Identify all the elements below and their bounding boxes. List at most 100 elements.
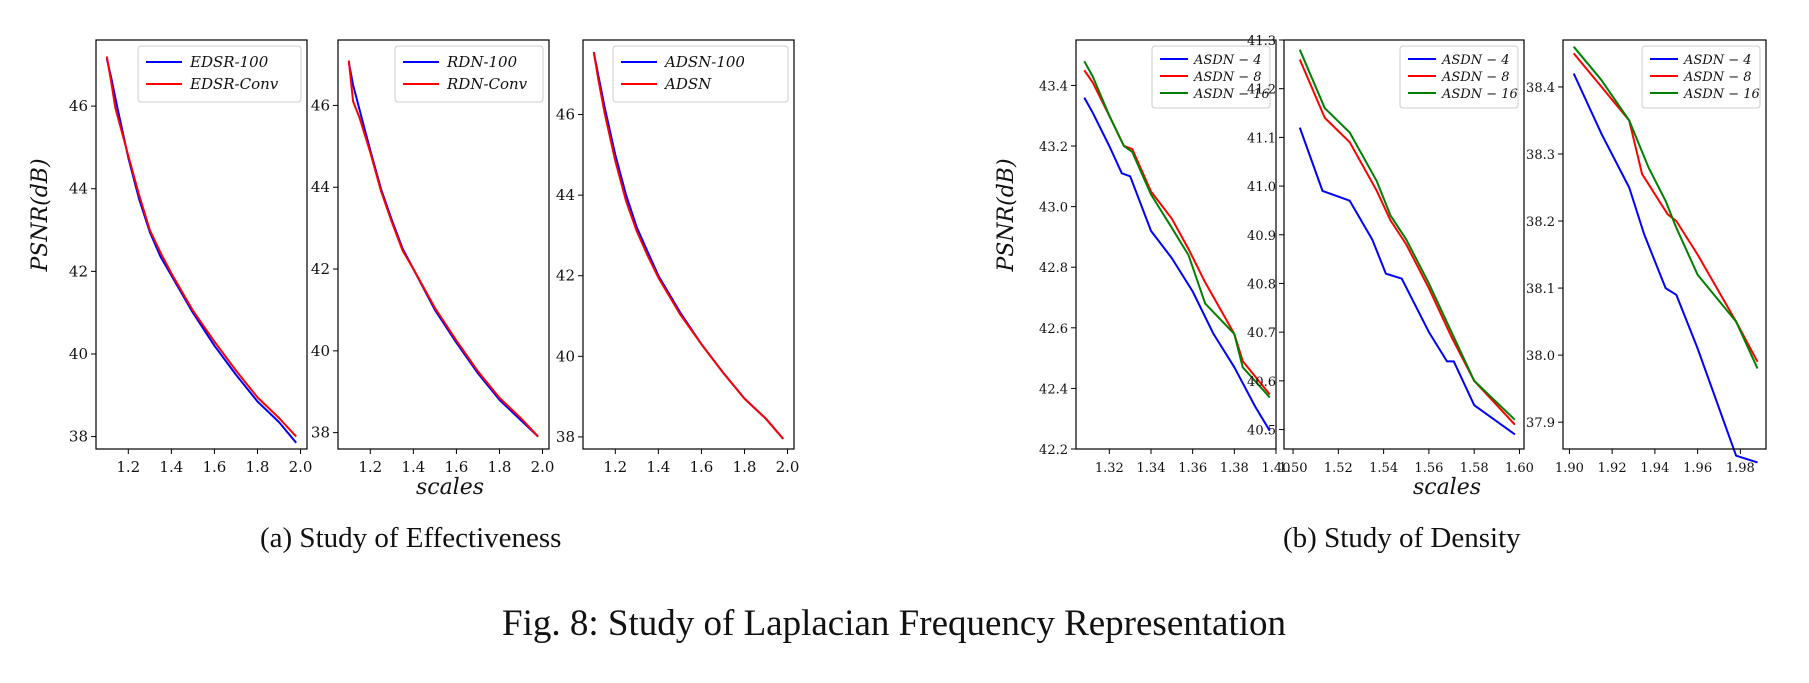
chart-a2-ytick-label: 46: [311, 96, 330, 114]
chart-b1: 1.32 1.34 1.36 1.38 1.40 42.2 42.4 42.6 42.8 43.0…: [1039, 39, 1291, 476]
xlabel-effectiveness: scales: [416, 475, 484, 500]
chart-b1-xtick-label: 1.40: [1262, 461, 1291, 476]
chart-b2-ytick-label: 40.7: [1247, 326, 1276, 341]
chart-b3-ytick-label: 38.0: [1526, 349, 1555, 364]
chart-b2-xtick-label: 1.54: [1369, 461, 1398, 476]
chart-a3-xtick-label: 1.2: [603, 458, 627, 476]
chart-b2: 1.50 1.52 1.54 1.56 1.58 1.60 40.5 40.6 40.7 40.8…: [1247, 34, 1534, 476]
chart-a3-series-0-line: [592, 51, 784, 440]
chart-a2: 1.2 1.4 1.6 1.8 2.0 38 40 42 44 46 RDN-100 RDN-Conv: [311, 39, 555, 476]
chart-a1-series-1-line: [105, 56, 297, 438]
chart-a2-legend-label: RDN-100: [446, 53, 518, 71]
xlabel-density: scales: [1413, 475, 1481, 500]
chart-b3-series-1-line: [1572, 52, 1759, 363]
chart-a1-axes-frame: [95, 39, 308, 450]
chart-b3-legend: ASDN − 4 ASDN − 8 ASDN − 16: [1641, 45, 1761, 109]
chart-b3-xtick-label: 1.90: [1555, 461, 1584, 476]
chart-b1-ytick-label: 43.4: [1039, 79, 1068, 94]
chart-b2-xtick-label: 1.56: [1414, 461, 1443, 476]
chart-b2-legend: ASDN − 4 ASDN − 8 ASDN − 16: [1399, 45, 1519, 109]
chart-a3-xtick-label: 2.0: [776, 458, 800, 476]
chart-a3-ytick-label: 44: [556, 186, 575, 204]
chart-a2-xtick-label: 1.6: [444, 458, 468, 476]
chart-b2-ytick-label: 41.2: [1247, 83, 1276, 98]
chart-b3: 1.90 1.92 1.94 1.96 1.98 37.9 38.0 38.1 38.2 38.3…: [1526, 39, 1767, 476]
chart-b1-axes-frame: [1075, 39, 1277, 450]
chart-a2-legend-label: RDN-Conv: [446, 75, 528, 93]
chart-a1-xtick-label: 1.2: [116, 458, 140, 476]
chart-b3-ytick-label: 37.9: [1526, 416, 1555, 431]
chart-a3-legend: ADSN-100 ADSN: [612, 45, 789, 103]
chart-a3-ytick-label: 40: [556, 347, 575, 365]
chart-b1-legend-label: ASDN − 4: [1193, 53, 1262, 68]
chart-b2-ytick-label: 41.1: [1247, 131, 1276, 146]
chart-b3-legend-label: ASDN − 16: [1683, 87, 1760, 102]
chart-b3-legend-label: ASDN − 8: [1683, 70, 1752, 85]
chart-a2-axes-frame: [337, 39, 550, 450]
chart-a3-axes-frame: [582, 39, 795, 450]
chart-a1-xtick-label: 1.8: [246, 458, 270, 476]
chart-b1-xtick-label: 1.36: [1178, 461, 1207, 476]
chart-a2-xtick-label: 2.0: [531, 458, 555, 476]
chart-a2-ytick-label: 44: [311, 178, 330, 196]
chart-a1-legend-box: [137, 45, 302, 103]
chart-a3-xtick-label: 1.8: [733, 458, 757, 476]
chart-a3-ytick-label: 46: [556, 106, 575, 124]
chart-a1-xtick-label: 2.0: [289, 458, 313, 476]
chart-b1-xtick-label: 1.38: [1220, 461, 1249, 476]
chart-b1-ytick-label: 42.2: [1039, 443, 1068, 458]
chart-a1-xtick-label: 1.6: [202, 458, 226, 476]
chart-a1-ytick-label: 38: [69, 428, 88, 446]
chart-b3-ytick-label: 38.1: [1526, 282, 1555, 297]
chart-a2-ytick-label: 38: [311, 424, 330, 442]
chart-b2-xtick-label: 1.58: [1460, 461, 1489, 476]
chart-a3-legend-box: [612, 45, 789, 103]
chart-b2-ytick-label: 40.6: [1247, 375, 1276, 390]
chart-b3-xtick-label: 1.96: [1683, 461, 1712, 476]
figure-caption: Fig. 8: Study of Laplacian Frequency Rep…: [502, 603, 1287, 644]
chart-b1-legend-label: ASDN − 8: [1193, 70, 1262, 85]
chart-a3-series-1-line: [592, 51, 784, 440]
chart-b3-xtick-label: 1.98: [1726, 461, 1755, 476]
chart-a1-xtick-label: 1.4: [159, 458, 183, 476]
chart-b2-legend-label: ASDN − 16: [1441, 87, 1518, 102]
chart-b1-ytick-label: 42.8: [1039, 261, 1068, 276]
chart-a1-series-0-line: [105, 58, 297, 444]
chart-a1-legend-label: EDSR-Conv: [189, 75, 279, 93]
chart-b3-ytick-label: 38.3: [1526, 148, 1555, 163]
chart-b1-ytick-label: 42.6: [1039, 322, 1068, 337]
chart-b1-ytick-label: 43.0: [1039, 201, 1068, 216]
chart-b2-series-0-line: [1298, 127, 1516, 436]
chart-b1-series-2-line: [1083, 60, 1271, 399]
chart-a2-legend-box: [394, 45, 544, 103]
chart-a3-legend-label: ADSN: [663, 75, 712, 93]
chart-b2-xtick-label: 1.50: [1279, 461, 1308, 476]
chart-b3-ytick-label: 38.4: [1526, 81, 1555, 96]
chart-a2-ytick-label: 40: [311, 342, 330, 360]
chart-a2-legend: RDN-100 RDN-Conv: [394, 45, 544, 103]
chart-a1-ytick-label: 46: [69, 97, 88, 115]
chart-b2-series-1-line: [1298, 59, 1516, 426]
chart-b2-legend-label: ASDN − 8: [1441, 70, 1510, 85]
chart-b1-series-1-line: [1083, 69, 1271, 396]
chart-a1-legend-label: EDSR-100: [189, 53, 269, 71]
chart-b2-series-2-line: [1298, 49, 1516, 421]
chart-b3-xtick-label: 1.94: [1640, 461, 1669, 476]
chart-b3-ytick-label: 38.2: [1526, 215, 1555, 230]
chart-b1-xtick-label: 1.32: [1095, 461, 1124, 476]
ylabel-density: PSNR(dB): [994, 158, 1019, 272]
chart-a3-ytick-label: 38: [556, 428, 575, 446]
chart-a1-legend: EDSR-100 EDSR-Conv: [137, 45, 302, 103]
chart-b1-ytick-label: 43.2: [1039, 140, 1068, 155]
chart-a1-ytick-label: 42: [69, 262, 88, 280]
chart-b3-series-2-line: [1572, 46, 1759, 369]
chart-a1-ytick-label: 40: [69, 345, 88, 363]
chart-b1-legend: ASDN − 4 ASDN − 8 ASDN − 16: [1151, 45, 1271, 109]
chart-a3-legend-label: ADSN-100: [663, 53, 745, 71]
subcaption-effectiveness: (a) Study of Effectiveness: [260, 522, 562, 554]
chart-b3-series-0-line: [1572, 73, 1758, 464]
chart-a2-xtick-label: 1.8: [488, 458, 512, 476]
chart-b3-xtick-label: 1.92: [1598, 461, 1627, 476]
chart-b2-ytick-label: 40.5: [1247, 424, 1276, 439]
